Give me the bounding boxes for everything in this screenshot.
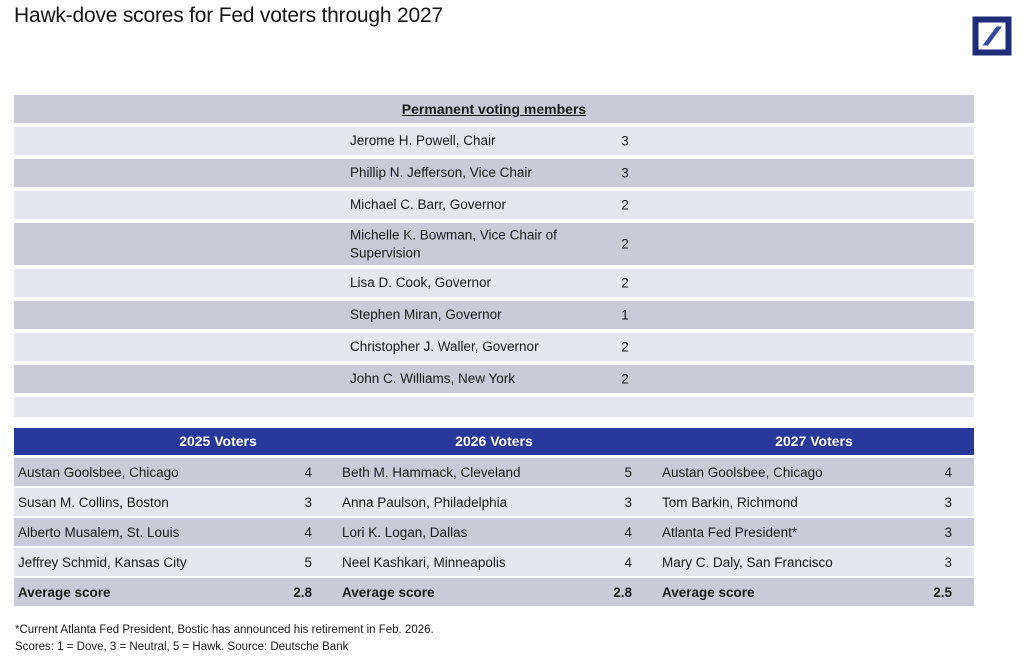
average-cell: Average score 2.5 [654,578,974,606]
average-cell: Average score 2.8 [334,578,654,606]
voter-cell: Anna Paulson, Philadelphia 3 [334,488,654,516]
member-name: Michael C. Barr, Governor [350,197,507,213]
voter-score: 3 [304,494,312,510]
deutsche-bank-slash-in-square-icon [972,16,1012,56]
voter-cell: Mary C. Daly, San Francisco 3 [654,548,974,576]
deutsche-bank-logo-icon [972,16,1012,56]
table-row: Austan Goolsbee, Chicago 4 Beth M. Hamma… [14,458,974,486]
voter-cell: Beth M. Hammack, Cleveland 5 [334,458,654,486]
table-row: John C. Williams, New York 2 [14,365,974,393]
member-score: 2 [621,197,629,213]
table-row: Christopher J. Waller, Governor 2 [14,333,974,361]
member-name: Lisa D. Cook, Governor [350,275,492,291]
voter-name: Jeffrey Schmid, Kansas City [18,554,187,570]
voter-cell: Tom Barkin, Richmond 3 [654,488,974,516]
voter-score: 4 [944,464,952,480]
voters-header-bar: 2025 Voters 2026 Voters 2027 Voters [14,428,974,455]
voters-header-2025: 2025 Voters [179,433,257,449]
voter-name: Austan Goolsbee, Chicago [662,464,823,480]
average-label: Average score [18,584,111,600]
voter-cell: Atlanta Fed President* 3 [654,518,974,546]
voter-cell: Lori K. Logan, Dallas 4 [334,518,654,546]
member-score: 2 [621,371,629,387]
member-score: 1 [621,307,629,323]
table-row-empty [14,397,974,417]
member-score: 3 [621,165,629,181]
table-row: Michael C. Barr, Governor 2 [14,191,974,219]
voters-header-2027: 2027 Voters [775,433,853,449]
table-row: Michelle K. Bowman, Vice Chair of Superv… [14,223,974,265]
voter-score: 4 [304,464,312,480]
voter-name: Anna Paulson, Philadelphia [342,494,508,510]
voter-cell: Neel Kashkari, Minneapolis 4 [334,548,654,576]
member-name: Stephen Miran, Governor [350,307,502,323]
voter-name: Susan M. Collins, Boston [18,494,169,510]
member-name: Christopher J. Waller, Governor [350,339,539,355]
voter-name: Atlanta Fed President* [662,524,798,540]
permanent-members-header: Permanent voting members [14,95,974,123]
voter-score: 4 [624,554,632,570]
average-label: Average score [662,584,755,600]
table-row: Lisa D. Cook, Governor 2 [14,269,974,297]
permanent-members-table: Permanent voting members Jerome H. Powel… [14,95,974,417]
table-row: Jeffrey Schmid, Kansas City 5 Neel Kashk… [14,548,974,576]
footnotes: *Current Atlanta Fed President, Bostic h… [15,622,434,657]
voter-cell: Susan M. Collins, Boston 3 [14,488,334,516]
voter-name: Neel Kashkari, Minneapolis [342,554,506,570]
average-value: 2.8 [613,584,632,600]
voter-cell: Austan Goolsbee, Chicago 4 [654,458,974,486]
table-row: Phillip N. Jefferson, Vice Chair 3 [14,159,974,187]
member-score: 2 [621,275,629,291]
table-row: Jerome H. Powell, Chair 3 [14,127,974,155]
average-cell: Average score 2.8 [14,578,334,606]
member-name: John C. Williams, New York [350,371,516,387]
member-score: 2 [621,236,629,252]
member-score: 3 [621,133,629,149]
page-title: Hawk-dove scores for Fed voters through … [14,4,443,27]
table-row: Alberto Musalem, St. Louis 4 Lori K. Log… [14,518,974,546]
voter-name: Tom Barkin, Richmond [662,494,798,510]
member-name: Michelle K. Bowman, Vice Chair of Superv… [350,227,557,260]
voter-score: 3 [944,494,952,510]
member-name: Phillip N. Jefferson, Vice Chair [350,165,532,181]
voter-score: 5 [624,464,632,480]
average-value: 2.8 [293,584,312,600]
voters-header-2026: 2026 Voters [455,433,533,449]
voter-name: Alberto Musalem, St. Louis [18,524,180,540]
permanent-members-header-label: Permanent voting members [401,101,587,117]
voter-name: Austan Goolsbee, Chicago [18,464,179,480]
voter-cell: Alberto Musalem, St. Louis 4 [14,518,334,546]
voter-name: Mary C. Daly, San Francisco [662,554,833,570]
voter-score: 3 [944,524,952,540]
member-name: Jerome H. Powell, Chair [350,133,496,149]
voter-score: 3 [944,554,952,570]
voter-score: 5 [304,554,312,570]
footnote-atlanta: *Current Atlanta Fed President, Bostic h… [15,624,434,636]
voter-cell: Austan Goolsbee, Chicago 4 [14,458,334,486]
voter-name: Lori K. Logan, Dallas [342,524,468,540]
table-row: Stephen Miran, Governor 1 [14,301,974,329]
voter-score: 4 [624,524,632,540]
average-score-row: Average score 2.8 Average score 2.8 Aver… [14,578,974,606]
table-row: Susan M. Collins, Boston 3 Anna Paulson,… [14,488,974,516]
voter-score: 3 [624,494,632,510]
footnote-scale-source: Scores: 1 = Dove, 3 = Neutral, 5 = Hawk.… [15,641,349,654]
average-value: 2.5 [933,584,952,600]
voter-name: Beth M. Hammack, Cleveland [342,464,521,480]
voter-cell: Jeffrey Schmid, Kansas City 5 [14,548,334,576]
average-label: Average score [342,584,435,600]
voter-score: 4 [304,524,312,540]
member-score: 2 [621,339,629,355]
voters-tables: 2025 Voters 2026 Voters 2027 Voters Aust… [14,428,974,608]
